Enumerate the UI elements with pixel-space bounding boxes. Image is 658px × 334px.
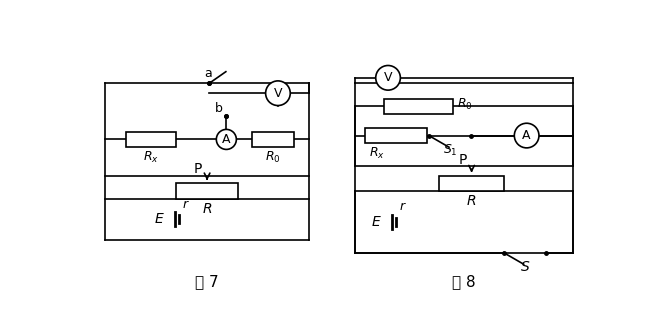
Text: $S_1$: $S_1$ bbox=[443, 143, 457, 158]
Text: b: b bbox=[215, 102, 222, 115]
Text: V: V bbox=[274, 87, 282, 100]
Text: $E$: $E$ bbox=[371, 215, 382, 229]
Text: $R_x$: $R_x$ bbox=[368, 146, 385, 161]
Text: $r$: $r$ bbox=[399, 200, 407, 213]
Circle shape bbox=[216, 129, 236, 149]
Text: a: a bbox=[204, 67, 212, 80]
Bar bbox=[365, 128, 426, 143]
Text: V: V bbox=[384, 71, 392, 84]
Circle shape bbox=[376, 65, 400, 90]
Text: A: A bbox=[222, 133, 230, 146]
Text: $S$: $S$ bbox=[520, 260, 530, 274]
Circle shape bbox=[266, 81, 290, 106]
Text: A: A bbox=[522, 129, 531, 142]
Bar bbox=[252, 132, 294, 147]
Text: 图 8: 图 8 bbox=[452, 274, 476, 289]
Circle shape bbox=[515, 123, 539, 148]
Text: $R_0$: $R_0$ bbox=[457, 97, 473, 112]
Bar bbox=[176, 183, 238, 199]
Text: $R$: $R$ bbox=[202, 202, 213, 216]
Text: P: P bbox=[193, 162, 202, 176]
Bar bbox=[439, 176, 504, 191]
Text: $R_0$: $R_0$ bbox=[265, 150, 281, 165]
Bar bbox=[126, 132, 176, 147]
Text: P: P bbox=[458, 153, 467, 167]
Text: $r$: $r$ bbox=[182, 198, 190, 211]
Text: $E$: $E$ bbox=[154, 212, 164, 226]
Text: $R_x$: $R_x$ bbox=[143, 150, 159, 165]
Bar bbox=[384, 99, 453, 114]
Text: $R$: $R$ bbox=[467, 194, 477, 208]
Text: 图 7: 图 7 bbox=[195, 274, 219, 289]
